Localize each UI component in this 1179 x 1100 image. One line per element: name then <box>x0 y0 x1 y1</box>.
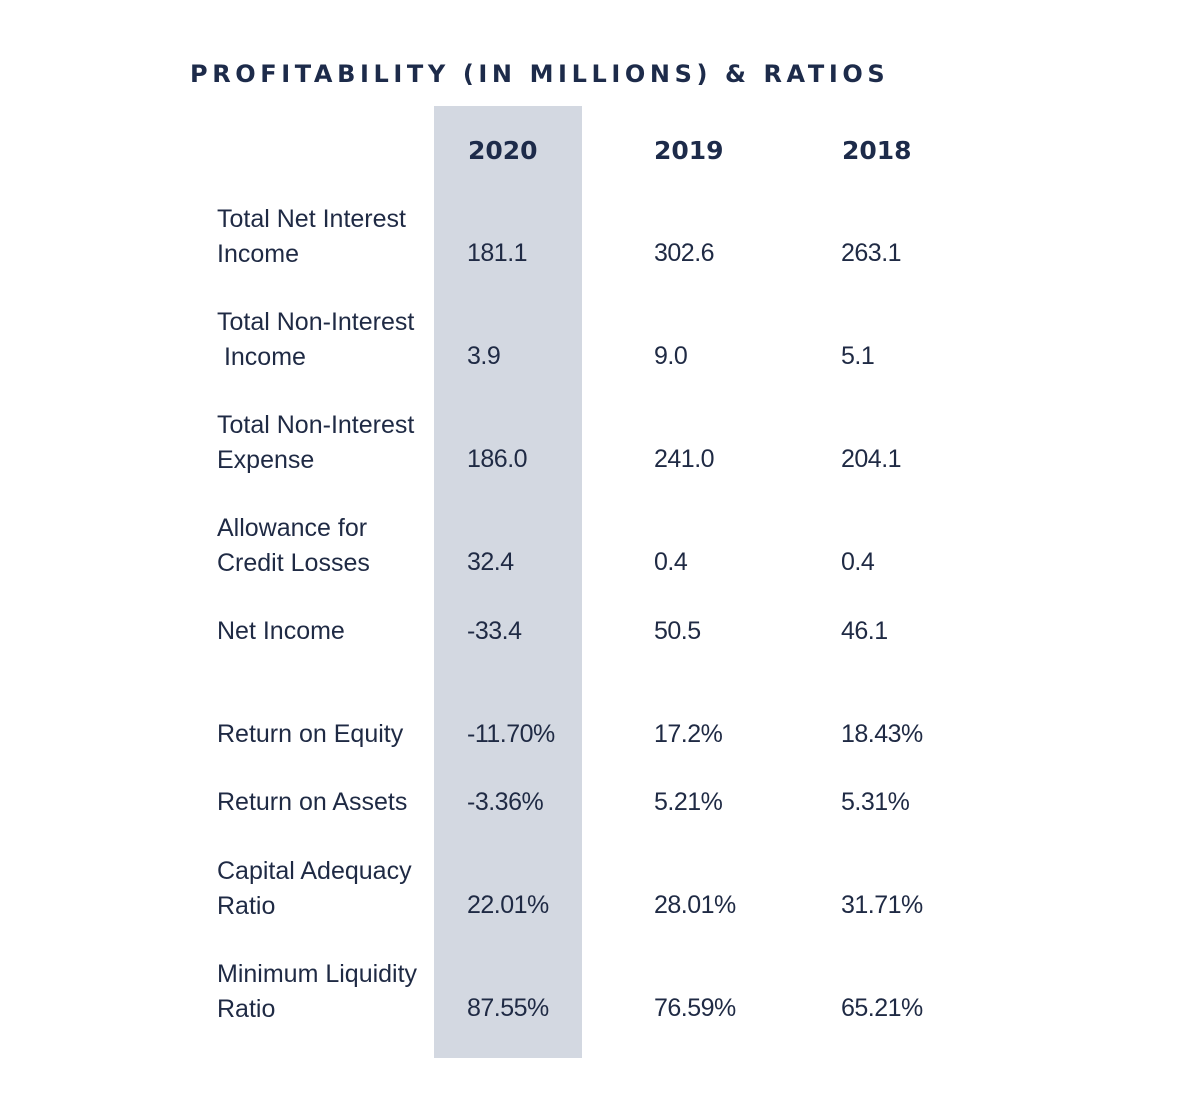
column-header-2019: 2019 <box>654 136 724 165</box>
cell-value: 5.31% <box>841 788 910 816</box>
cell-value: 32.4 <box>467 548 514 576</box>
cell-value: 204.1 <box>841 445 902 473</box>
cell-value: 3.9 <box>467 342 501 370</box>
column-header-2020: 2020 <box>468 136 538 165</box>
cell-value: 263.1 <box>841 239 902 267</box>
row-label-total-net-interest-income: Total Net Interest Income <box>217 205 406 268</box>
cell-value: 181.1 <box>467 239 528 267</box>
cell-value: 28.01% <box>654 891 736 919</box>
row-label-capital-adequacy-ratio: Capital Adequacy Ratio <box>217 857 412 920</box>
cell-value: 17.2% <box>654 720 723 748</box>
cell-value: 9.0 <box>654 342 688 370</box>
cell-value: -11.70% <box>467 720 555 748</box>
row-label-return-on-assets: Return on Assets <box>217 788 408 816</box>
column-header-2018: 2018 <box>842 136 912 165</box>
cell-value: 87.55% <box>467 994 549 1022</box>
table-title: PROFITABILITY (IN MILLIONS) & RATIOS <box>190 60 890 88</box>
cell-value: 186.0 <box>467 445 528 473</box>
cell-value: 50.5 <box>654 617 701 645</box>
cell-value: 5.1 <box>841 342 875 370</box>
row-label-total-non-interest-expense: Total Non-Interest Expense <box>217 411 415 474</box>
cell-value: 65.21% <box>841 994 923 1022</box>
cell-value: 18.43% <box>841 720 923 748</box>
cell-value: 0.4 <box>841 548 875 576</box>
row-label-minimum-liquidity-ratio: Minimum Liquidity Ratio <box>217 960 418 1023</box>
cell-value: 46.1 <box>841 617 888 645</box>
cell-value: 302.6 <box>654 239 715 267</box>
cell-value: 0.4 <box>654 548 688 576</box>
row-label-total-non-interest-income: Total Non-Interest Income <box>217 308 415 371</box>
row-label-net-income: Net Income <box>217 617 345 645</box>
cell-value: -3.36% <box>467 788 544 816</box>
cell-value: 22.01% <box>467 891 549 919</box>
cell-value: 241.0 <box>654 445 715 473</box>
cell-value: -33.4 <box>467 617 522 645</box>
row-label-return-on-equity: Return on Equity <box>217 720 404 748</box>
row-label-allowance-for-credit-losses: Allowance for Credit Losses <box>217 514 370 577</box>
cell-value: 76.59% <box>654 994 736 1022</box>
cell-value: 31.71% <box>841 891 923 919</box>
cell-value: 5.21% <box>654 788 723 816</box>
highlight-column-2020 <box>434 106 582 1058</box>
